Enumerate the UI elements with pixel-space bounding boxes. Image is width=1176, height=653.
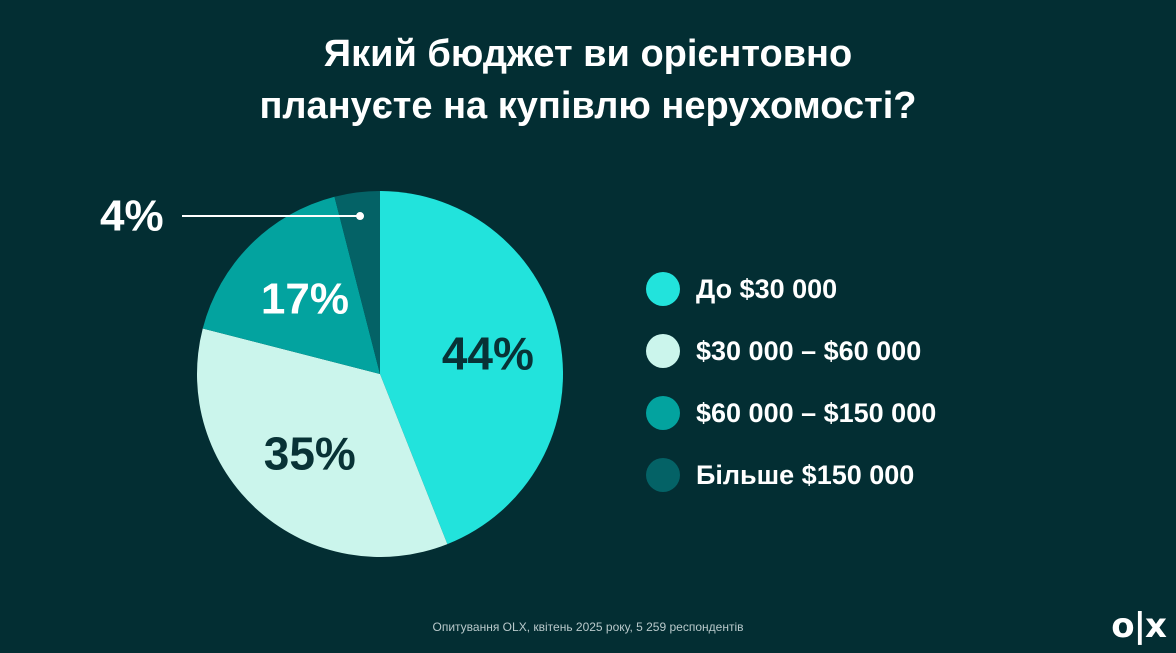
chart-legend: До $30 000 $30 000 – $60 000 $60 000 – $… — [646, 258, 936, 506]
pie-slice — [334, 191, 380, 374]
survey-footnote: Опитування OLX, квітень 2025 року, 5 259… — [432, 620, 744, 634]
pie-slice — [202, 196, 380, 374]
legend-item-30000-60000: $30 000 – $60 000 — [646, 320, 936, 382]
legend-swatch — [646, 396, 680, 430]
legend-label: $60 000 – $150 000 — [696, 397, 937, 428]
legend-item-60000-150000: $60 000 – $150 000 — [646, 382, 936, 444]
legend-label: Більше $150 000 — [696, 459, 915, 490]
chart-title-line-2: плануєте на купівлю нерухомості? — [259, 85, 917, 127]
slice-value-label: 17% — [261, 274, 349, 323]
legend-item-over-150000: Більше $150 000 — [646, 444, 936, 506]
legend-item-under-30000: До $30 000 — [646, 258, 936, 320]
legend-swatch — [646, 458, 680, 492]
slice-value-label: 44% — [442, 327, 534, 379]
legend-label: $30 000 – $60 000 — [696, 335, 922, 366]
olx-logo: o|x — [1111, 606, 1167, 646]
chart-title-line-1: Який бюджет ви орієнтовно — [323, 33, 853, 75]
slice-value-label: 35% — [264, 428, 356, 480]
pie-slice — [197, 328, 448, 558]
legend-swatch — [646, 334, 680, 368]
legend-swatch — [646, 272, 680, 306]
leader-dot — [356, 212, 365, 221]
legend-label: До $30 000 — [696, 273, 838, 304]
chart-title: Який бюджет ви орієнтовно плануєте на ку… — [0, 28, 1176, 132]
pie-slice — [380, 191, 563, 545]
slice-value-label: 4% — [100, 192, 164, 241]
